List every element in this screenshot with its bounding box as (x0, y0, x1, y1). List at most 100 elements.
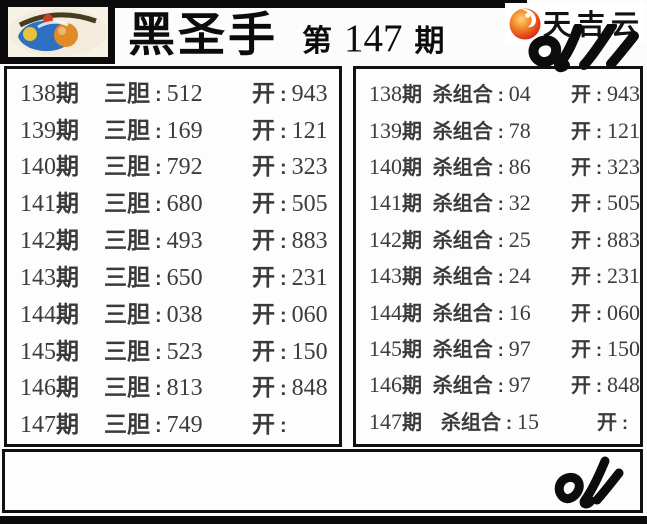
issue-number: 144 (20, 301, 56, 328)
issue-prefix: 第 (302, 25, 332, 58)
kill-combo-value: 16 (508, 299, 531, 325)
open-label: 开 (252, 153, 275, 180)
lottery-3d-logo-art (9, 8, 107, 56)
open-cell: 开 : 323 (571, 151, 640, 180)
issue-cell: 147 期 (20, 405, 104, 439)
open-label: 开 (252, 374, 275, 401)
open-value: 150 (291, 338, 328, 365)
table-row: 146 期 杀组合 : 97 开 : 848 (369, 369, 640, 398)
table-row: 147 期 杀组合 : 15 开 : (369, 406, 640, 435)
lottery-3d-logo-frame (0, 0, 115, 64)
kill-combo-label: 杀组合 (432, 302, 493, 325)
open-label: 开 (252, 300, 275, 327)
colon: : (155, 267, 162, 290)
brand-name: 天吉云 (542, 10, 645, 41)
kill-combo-cell: 杀组合 : 97 (433, 369, 571, 398)
issue-suffix: 期 (56, 227, 79, 254)
open-value: 943 (607, 81, 640, 107)
issue-number: 144 (369, 299, 402, 325)
pick-cell: 三胆 : 650 (104, 258, 252, 292)
table-row: 144 期 杀组合 : 16 开 : 060 (369, 297, 640, 326)
colon: : (506, 412, 512, 433)
colon: : (280, 83, 287, 106)
issue-cell: 144 期 (20, 295, 104, 329)
issue-cell: 147 期 (369, 406, 441, 435)
page-title: 黑圣手 第 147 期 (128, 10, 445, 61)
kill-combo-cell: 杀组合 : 78 (433, 115, 571, 144)
pick-cell: 三胆 : 038 (104, 295, 252, 329)
issue-suffix: 期 (402, 302, 422, 325)
colon: : (280, 231, 287, 254)
title-text: 黑圣手 (128, 8, 278, 61)
colon: : (280, 157, 287, 180)
issue-suffix: 期 (56, 374, 79, 401)
colon: : (155, 120, 162, 143)
kill-combo-value: 97 (508, 335, 531, 361)
issue-number: 140 (20, 154, 56, 181)
open-value: 323 (291, 154, 328, 181)
issue-suffix: 期 (56, 116, 79, 143)
kill-combo-value: 25 (508, 226, 531, 252)
pick-cell: 三胆 : 493 (104, 221, 252, 255)
pick-label: 三胆 (104, 337, 150, 364)
kill-combo-value: 32 (508, 190, 531, 216)
issue-cell: 145 期 (369, 333, 433, 362)
pick-value: 650 (166, 264, 203, 291)
colon: : (497, 85, 504, 106)
open-label: 开 (571, 338, 591, 361)
open-cell: 开 : 505 (252, 184, 328, 218)
issue-number: 147 (369, 408, 402, 434)
colon: : (497, 158, 504, 179)
colon: : (497, 194, 504, 215)
issue-suffix: 期 (402, 157, 422, 180)
open-value: 848 (607, 372, 640, 398)
pick-cell: 三胆 : 680 (104, 184, 252, 218)
open-label: 开 (571, 302, 591, 325)
open-cell: 开 : (597, 406, 633, 435)
pick-value: 493 (166, 228, 203, 255)
kill-combo-cell: 杀组合 : 25 (433, 224, 571, 253)
open-cell: 开 : 323 (252, 147, 328, 181)
issue-cell: 146 期 (20, 368, 104, 402)
open-cell: 开 : 848 (252, 368, 328, 402)
open-label: 开 (252, 337, 275, 364)
issue-cell: 144 期 (369, 297, 433, 326)
kill-combo-table: 138 期 杀组合 : 04 开 : 943 139 期 (353, 66, 643, 447)
kill-combo-label: 杀组合 (432, 338, 493, 361)
issue-number: 138 (20, 80, 56, 107)
open-label: 开 (571, 84, 591, 107)
pick-cell: 三胆 : 749 (104, 405, 252, 439)
open-label: 开 (597, 411, 617, 434)
open-value: 883 (291, 228, 328, 255)
kill-combo-value: 97 (508, 372, 531, 398)
colon: : (280, 267, 287, 290)
table-row: 140 期 杀组合 : 86 开 : 323 (369, 151, 640, 180)
open-value: 505 (291, 191, 328, 218)
issue-suffix: 期 (56, 263, 79, 290)
table-row: 138 期 杀组合 : 04 开 : 943 (369, 78, 640, 107)
issue-cell: 140 期 (369, 151, 433, 180)
open-cell: 开 : 231 (252, 258, 328, 292)
kill-combo-cell: 杀组合 : 16 (433, 297, 571, 326)
issue-suffix: 期 (56, 337, 79, 364)
colon: : (280, 194, 287, 217)
issue-suffix: 期 (56, 79, 79, 106)
colon: : (596, 376, 602, 397)
colon: : (280, 378, 287, 401)
pick-value: 749 (166, 412, 203, 439)
colon: : (596, 85, 602, 106)
pick-label: 三胆 (104, 153, 150, 180)
kill-combo-label: 杀组合 (441, 411, 501, 434)
colon: : (155, 194, 162, 217)
open-value: 943 (291, 80, 328, 107)
pick-cell: 三胆 : 169 (104, 111, 252, 145)
issue-cell: 138 期 (369, 78, 433, 107)
table-row: 147 期 三胆 : 749 开 : (20, 405, 339, 439)
table-row: 138 期 三胆 : 512 开 : 943 (20, 74, 339, 108)
issue-suffix: 期 (414, 25, 445, 58)
issue-suffix: 期 (402, 229, 422, 252)
issue-suffix: 期 (402, 193, 422, 216)
issue-suffix: 期 (56, 190, 79, 217)
open-cell: 开 : 943 (571, 78, 640, 107)
kill-combo-rows: 138 期 杀组合 : 04 开 : 943 139 期 (356, 69, 640, 444)
